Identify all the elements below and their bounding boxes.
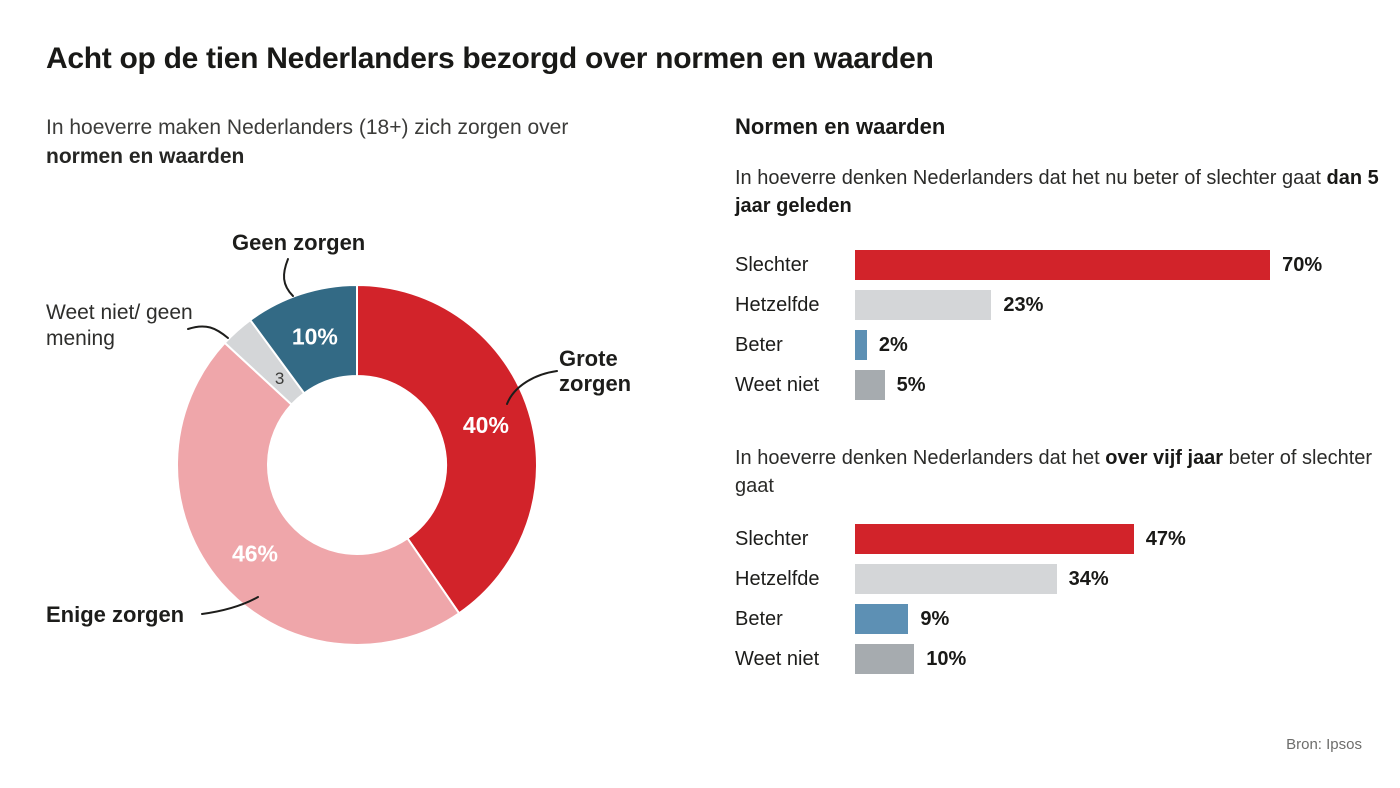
bar-row-slechter: Slechter 70% bbox=[735, 250, 1322, 280]
callout-line bbox=[283, 258, 294, 297]
callout-line bbox=[506, 370, 558, 405]
donut-segment-geen-zorgen bbox=[248, 283, 358, 395]
bar-value-label: 10% bbox=[926, 647, 967, 670]
donut-subtitle-bold: normen en waarden bbox=[46, 144, 245, 168]
bar-row-weet-niet: Weet niet 5% bbox=[735, 370, 1322, 400]
question-1-bold: dan 5 jaar geleden bbox=[735, 167, 1379, 218]
donut-value-label: 40% bbox=[463, 412, 509, 438]
donut-segment-grote-zorgen bbox=[356, 283, 538, 615]
bar-value-label: 9% bbox=[920, 607, 950, 630]
bar-row-hetzelfde: Hetzelfde 23% bbox=[735, 290, 1322, 320]
donut-chart: 40% 46% 3 10% bbox=[176, 258, 558, 646]
section-heading: Normen en waarden bbox=[735, 114, 946, 139]
question-next-5-years: In hoeverre denken Nederlanders dat het … bbox=[735, 444, 1391, 501]
bar-row-beter: Beter 2% bbox=[735, 330, 1322, 360]
donut-chart-section: 40% 46% 3 10% Geen zorgen Weet niet/ geen m… bbox=[30, 228, 720, 698]
callout-line bbox=[187, 325, 229, 339]
donut-value-label: 10% bbox=[292, 324, 338, 350]
bar-row-hetzelfde: Hetzelfde 34% bbox=[735, 564, 1186, 594]
bar-category-label: Slechter bbox=[735, 253, 809, 276]
bar-value-label: 23% bbox=[1003, 293, 1044, 316]
bar-category-label: Beter bbox=[735, 333, 783, 356]
donut-label-weet-niet: Weet niet/ geen mening bbox=[46, 301, 193, 351]
question-past-5-years: In hoeverre denken Nederlanders dat het … bbox=[735, 164, 1391, 221]
bar-row-slechter: Slechter 47% bbox=[735, 524, 1186, 554]
bar-value-label: 34% bbox=[1068, 567, 1109, 590]
bar-row-weet-niet: Weet niet 10% bbox=[735, 644, 1186, 674]
source-credit: Bron: Ipsos bbox=[1286, 736, 1362, 753]
question-1-text: In hoeverre denken Nederlanders dat het … bbox=[735, 167, 1327, 189]
donut-value-label: 46% bbox=[232, 540, 278, 566]
bar bbox=[855, 250, 1271, 280]
bar-category-label: Weet niet bbox=[735, 647, 820, 670]
donut-value-label: 3 bbox=[275, 369, 284, 388]
bar-value-label: 2% bbox=[878, 333, 908, 356]
bar-chart-past-5-years: Slechter 70% Hetzelfde 23% Beter 2% Weet niet 5… bbox=[735, 250, 1322, 410]
donut-label-enige-zorgen: Enige zorgen bbox=[46, 602, 185, 627]
callout-line bbox=[201, 596, 259, 615]
bar bbox=[855, 524, 1134, 554]
bar bbox=[855, 370, 885, 400]
bar-value-label: 70% bbox=[1282, 253, 1323, 276]
donut-subtitle-text: In hoeverre maken Nederlanders (18+) zic… bbox=[46, 116, 569, 139]
donut-chart-subtitle: In hoeverre maken Nederlanders (18+) zic… bbox=[46, 114, 638, 172]
question-2-suffix: beter of slechter gaat bbox=[735, 447, 1373, 498]
bar-row-beter: Beter 9% bbox=[735, 604, 1186, 634]
bar-chart-next-5-years: Slechter 47% Hetzelfde 34% Beter 9% Weet niet 1… bbox=[735, 524, 1186, 684]
donut-label-geen-zorgen: Geen zorgen bbox=[232, 230, 366, 255]
bar-category-label: Beter bbox=[735, 607, 783, 630]
bar bbox=[855, 290, 992, 320]
bar-category-label: Slechter bbox=[735, 527, 809, 550]
bar bbox=[855, 330, 867, 360]
donut-segment-enige-zorgen bbox=[176, 341, 461, 646]
donut-label-grote-zorgen: Grote zorgen bbox=[559, 346, 632, 397]
question-2-bold: over vijf jaar bbox=[1105, 447, 1224, 469]
bar-category-label: Hetzelfde bbox=[735, 293, 820, 316]
bar-category-label: Hetzelfde bbox=[735, 567, 820, 590]
bar bbox=[855, 564, 1057, 594]
question-2-text: In hoeverre denken Nederlanders dat het bbox=[735, 447, 1106, 469]
page-title: Acht op de tien Nederlanders bezorgd ove… bbox=[46, 42, 934, 75]
bar-value-label: 47% bbox=[1145, 527, 1186, 550]
bar bbox=[855, 604, 909, 634]
bar-category-label: Weet niet bbox=[735, 373, 820, 396]
bar-value-label: 5% bbox=[896, 373, 926, 396]
bar bbox=[855, 644, 915, 674]
